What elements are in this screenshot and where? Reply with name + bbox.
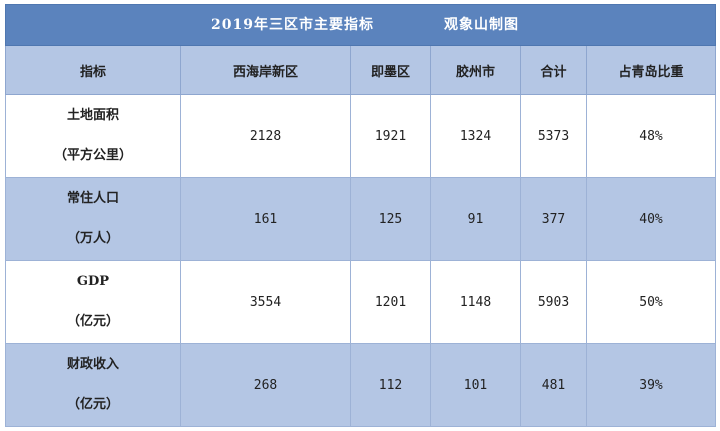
- value-cell: 50%: [585, 260, 717, 344]
- credit-text: 观象山制图: [444, 17, 519, 33]
- indicator-unit: （亿元）: [66, 314, 119, 329]
- table-row: GDP （亿元） 3554 1201 1148 5903 50%: [5, 260, 717, 344]
- indicator-unit: （平方公里）: [53, 148, 132, 163]
- value-cell: 5903: [520, 260, 587, 344]
- value-cell: 2128: [180, 94, 351, 178]
- indicator-name: 土地面积: [66, 108, 119, 123]
- table-title: 2019年三区市主要指标: [211, 17, 374, 33]
- table-row: 常住人口 （万人） 161 125 91 377 40%: [5, 177, 717, 261]
- value-cell: 481: [520, 343, 587, 427]
- table-row: 财政收入 （亿元） 268 112 101 481 39%: [5, 343, 717, 427]
- title-row: 2019年三区市主要指标 观象山制图: [4, 4, 717, 46]
- value-cell: 161: [180, 177, 351, 261]
- table-figure: 2019年三区市主要指标 观象山制图 指标 西海岸新区 即墨区 胶州市 合计 占…: [4, 4, 717, 427]
- value-cell: 40%: [585, 177, 717, 261]
- value-cell: 125: [350, 177, 431, 261]
- indicator-unit: （万人）: [66, 231, 119, 246]
- indicator-cell: GDP （亿元）: [5, 260, 181, 344]
- indicator-name: 常住人口: [66, 191, 119, 206]
- value-cell: 101: [430, 343, 521, 427]
- column-header: 合计: [520, 45, 587, 95]
- header-row: 指标 西海岸新区 即墨区 胶州市 合计 占青岛比重: [5, 45, 717, 95]
- indicator-cell: 财政收入 （亿元）: [5, 343, 181, 427]
- column-header: 占青岛比重: [585, 45, 717, 95]
- indicator-name: 财政收入: [66, 357, 119, 372]
- column-header: 胶州市: [430, 45, 521, 95]
- value-cell: 1148: [430, 260, 521, 344]
- value-cell: 112: [350, 343, 431, 427]
- indicator-unit: （亿元）: [66, 397, 119, 412]
- value-cell: 1201: [350, 260, 431, 344]
- value-cell: 268: [180, 343, 351, 427]
- value-cell: 48%: [585, 94, 717, 178]
- indicator-cell: 常住人口 （万人）: [5, 177, 181, 261]
- column-header: 西海岸新区: [180, 45, 351, 95]
- value-cell: 1921: [350, 94, 431, 178]
- value-cell: 91: [430, 177, 521, 261]
- indicators-table: 2019年三区市主要指标 观象山制图 指标 西海岸新区 即墨区 胶州市 合计 占…: [4, 4, 717, 427]
- column-header: 即墨区: [350, 45, 431, 95]
- column-header: 指标: [5, 45, 181, 95]
- value-cell: 3554: [180, 260, 351, 344]
- indicator-name: GDP: [76, 274, 110, 289]
- value-cell: 377: [520, 177, 587, 261]
- table-row: 土地面积 （平方公里） 2128 1921 1324 5373 48%: [5, 94, 717, 178]
- value-cell: 1324: [430, 94, 521, 178]
- indicator-cell: 土地面积 （平方公里）: [5, 94, 181, 178]
- value-cell: 5373: [520, 94, 587, 178]
- value-cell: 39%: [585, 343, 717, 427]
